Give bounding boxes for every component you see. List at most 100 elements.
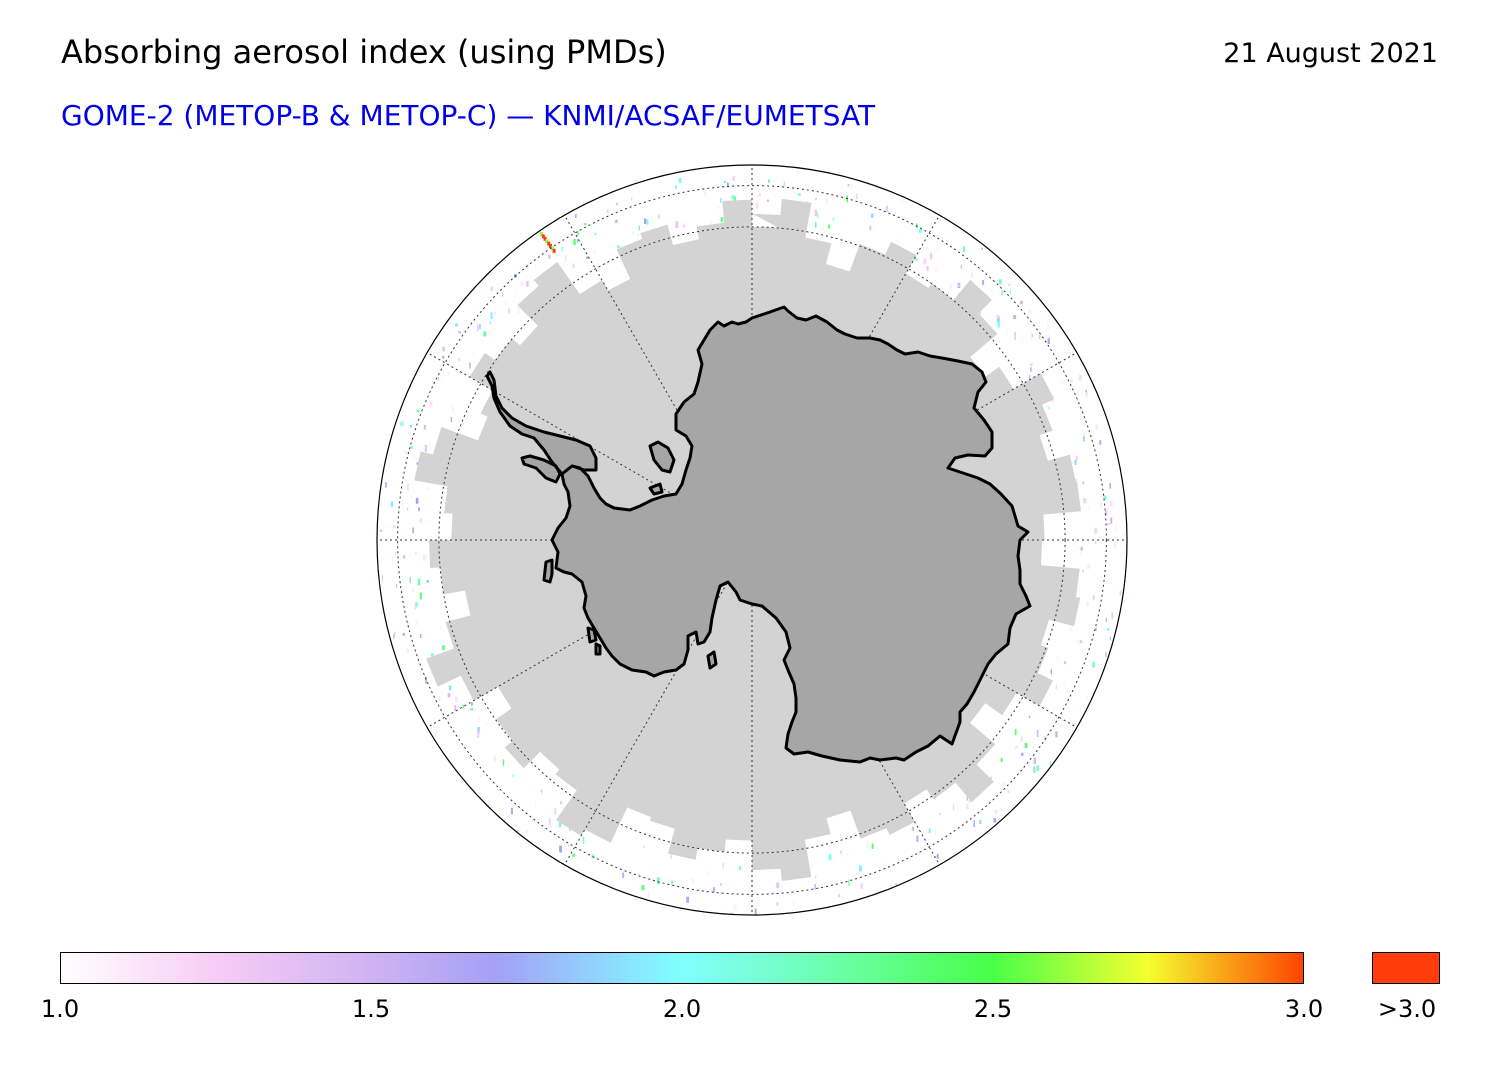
aerosol-pixel bbox=[842, 895, 845, 900]
aerosol-pixel bbox=[632, 232, 634, 235]
aerosol-pixel bbox=[1086, 601, 1089, 607]
aerosol-pixel-high bbox=[545, 239, 549, 244]
aerosol-pixel bbox=[914, 258, 918, 261]
colorbar-tick-label: 3.0 bbox=[1284, 995, 1324, 1023]
aerosol-pixel bbox=[1008, 283, 1011, 286]
aerosol-pixel bbox=[1003, 782, 1006, 787]
aerosol-pixel bbox=[776, 902, 779, 906]
aerosol-pixel bbox=[559, 845, 562, 853]
aerosol-pixel bbox=[442, 356, 445, 359]
aerosol-pixel bbox=[957, 283, 960, 288]
aerosol-pixel bbox=[1064, 661, 1067, 665]
aerosol-pixel bbox=[606, 209, 609, 214]
aerosol-pixel bbox=[1020, 752, 1024, 756]
aerosol-pixel bbox=[541, 791, 543, 795]
aerosol-pixel bbox=[393, 525, 396, 529]
aerosol-pixel bbox=[407, 621, 410, 627]
aerosol-pixel bbox=[462, 704, 465, 711]
aerosol-pixel bbox=[381, 574, 384, 582]
aerosol-pixel bbox=[631, 197, 633, 201]
aerosol-pixel bbox=[489, 321, 491, 325]
aerosol-pixel bbox=[856, 194, 858, 198]
aerosol-pixel bbox=[1050, 669, 1053, 675]
aerosol-pixel bbox=[1007, 790, 1010, 793]
colorbar-tick-label: 2.5 bbox=[973, 995, 1013, 1023]
aerosol-pixel bbox=[939, 812, 941, 815]
aerosol-pixel bbox=[415, 602, 418, 608]
aerosol-pixel bbox=[847, 184, 849, 187]
aerosol-pixel bbox=[758, 193, 761, 197]
aerosol-pixel bbox=[483, 331, 487, 337]
aerosol-pixel bbox=[793, 901, 795, 908]
aerosol-pixel bbox=[494, 755, 496, 762]
aerosol-pixel bbox=[1006, 328, 1008, 335]
aerosol-pixel bbox=[670, 854, 672, 860]
aerosol-pixel bbox=[1079, 710, 1082, 713]
aerosol-pixel bbox=[1029, 375, 1031, 380]
aerosol-pixel bbox=[416, 409, 420, 413]
aerosol-pixel bbox=[723, 180, 727, 183]
aerosol-pixel bbox=[840, 850, 842, 854]
aerosol-pixel bbox=[575, 213, 577, 219]
aerosol-pixel bbox=[999, 279, 1002, 284]
aerosol-pixel bbox=[875, 206, 879, 211]
aerosol-pixel bbox=[455, 323, 458, 327]
aerosol-pixel bbox=[1109, 483, 1111, 489]
aerosol-pixel bbox=[400, 421, 403, 427]
aerosol-pixel bbox=[727, 182, 729, 188]
colorbar-tick-label: 2.0 bbox=[662, 995, 702, 1023]
aerosol-pixel bbox=[1082, 436, 1085, 442]
aerosol-pixel bbox=[860, 883, 864, 889]
aerosol-pixel bbox=[1014, 334, 1016, 340]
aerosol-pixel bbox=[1071, 626, 1073, 632]
aerosol-pixel bbox=[1119, 590, 1121, 596]
aerosol-pixel bbox=[798, 193, 801, 196]
aerosol-pixel bbox=[743, 910, 745, 915]
aerosol-pixel bbox=[437, 377, 439, 381]
aerosol-pixel bbox=[997, 321, 1000, 328]
aerosol-pixel bbox=[966, 795, 968, 801]
aerosol-pixel bbox=[1064, 680, 1066, 687]
aerosol-pixel bbox=[807, 880, 810, 886]
aerosol-pixel-high bbox=[541, 234, 545, 239]
aerosol-pixel bbox=[442, 346, 446, 352]
map-subtitle: GOME-2 (METOP-B & METOP-C) — KNMI/ACSAF/… bbox=[61, 99, 876, 132]
aerosol-pixel bbox=[407, 507, 409, 511]
aerosol-pixel bbox=[675, 185, 677, 189]
aerosol-pixel bbox=[1115, 526, 1117, 531]
aerosol-pixel bbox=[974, 828, 977, 833]
aerosol-pixel bbox=[717, 205, 721, 210]
aerosol-pixel bbox=[1104, 510, 1108, 516]
aerosol-pixel bbox=[401, 501, 404, 507]
colorbar-overflow-swatch bbox=[1372, 952, 1440, 984]
aerosol-pixel bbox=[494, 311, 496, 315]
aerosol-pixel bbox=[814, 884, 816, 890]
map-frame bbox=[376, 164, 1128, 916]
aerosol-pixel bbox=[1079, 548, 1082, 556]
aerosol-pixel bbox=[657, 877, 660, 885]
aerosol-pixel bbox=[514, 290, 516, 298]
aerosol-pixel bbox=[395, 495, 397, 499]
aerosol-pixel bbox=[871, 843, 874, 849]
aerosol-pixel bbox=[825, 197, 828, 203]
aerosol-pixel bbox=[517, 829, 519, 832]
aerosol-pixel bbox=[730, 912, 734, 915]
aerosol-pixel bbox=[401, 420, 405, 427]
aerosol-pixel bbox=[730, 184, 734, 188]
aerosol-pixel bbox=[424, 444, 427, 452]
aerosol-pixel bbox=[402, 633, 405, 636]
aerosol-pixel bbox=[477, 324, 479, 332]
aerosol-pixel bbox=[479, 324, 481, 329]
aerosol-pixel bbox=[410, 445, 414, 449]
aerosol-pixel bbox=[510, 274, 512, 279]
aerosol-pixel bbox=[675, 221, 679, 229]
aerosol-pixel bbox=[1015, 745, 1018, 749]
aerosol-pixel bbox=[720, 197, 722, 203]
aerosol-pixel bbox=[455, 696, 457, 700]
aerosol-pixel bbox=[394, 631, 396, 636]
aerosol-pixel bbox=[388, 478, 391, 483]
aerosol-pixel bbox=[582, 837, 585, 844]
aerosol-pixel bbox=[1047, 322, 1050, 329]
aerosol-pixel bbox=[1082, 408, 1084, 414]
aerosol-pixel bbox=[847, 896, 850, 901]
